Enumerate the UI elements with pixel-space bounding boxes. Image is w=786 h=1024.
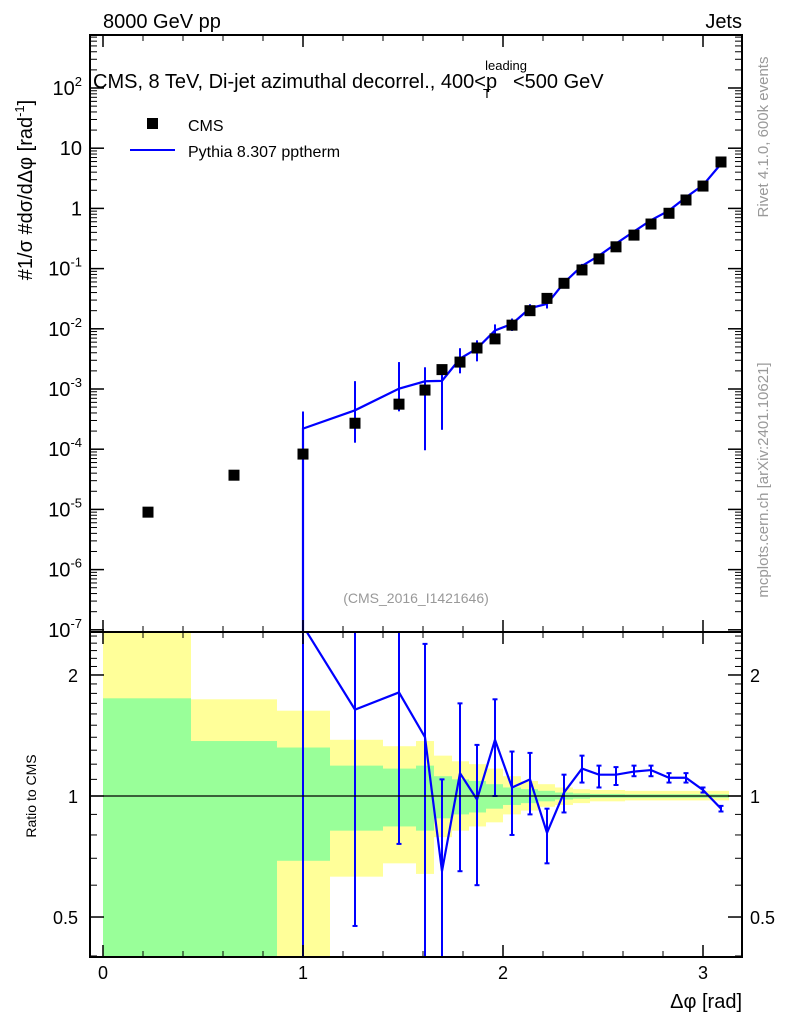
header-process: Jets (705, 11, 742, 33)
cms-data-point (680, 194, 692, 206)
y-tick-label: 10-1 (48, 255, 82, 281)
cms-data-point (645, 218, 657, 230)
cms-data-point (349, 417, 361, 429)
pythia-ratio-line (305, 632, 722, 872)
ratio-y-axis-label: Ratio to CMS (23, 754, 39, 837)
main-panel-marks (142, 156, 727, 632)
legend-cms-marker (147, 118, 158, 129)
stat-uncertainty-band (191, 741, 277, 957)
cms-data-point (471, 342, 483, 354)
legend-cms-label: CMS (188, 118, 224, 135)
cms-data-point (228, 469, 240, 481)
x-tick-label: 2 (498, 963, 508, 983)
ratio-tick-label-right: 1 (750, 787, 760, 807)
ratio-panel-marks (302, 632, 724, 957)
ratio-tick-label-left: 1 (68, 787, 78, 807)
y-tick-label: 10-6 (48, 556, 82, 582)
stat-uncertainty-band (103, 698, 191, 957)
cms-data-point (628, 229, 640, 241)
mcplots-label: mcplots.cern.ch [arXiv:2401.10621] (755, 362, 772, 597)
y-tick-label: 10-5 (48, 495, 82, 521)
header-energy: 8000 GeV pp (103, 11, 221, 33)
y-tick-label: 10-7 (48, 616, 82, 642)
cms-data-point (436, 364, 448, 376)
y-tick-label: 102 (53, 74, 82, 100)
ratio-tick-label-left: 2 (68, 666, 78, 686)
cms-data-point (419, 384, 431, 396)
y-tick-label: 10-2 (48, 315, 82, 341)
y-tick-label: 1 (71, 198, 82, 220)
cms-data-point (541, 292, 553, 304)
x-tick-label: 0 (98, 963, 108, 983)
cms-data-point (489, 333, 501, 345)
y-axis-label: #1/σ #dσ/dΔφ [rad-1] (12, 100, 37, 280)
ratio-tick-label-left: 0.5 (53, 908, 78, 928)
ratio-clip (305, 632, 722, 872)
cms-data-point (576, 264, 588, 276)
cms-data-point (506, 319, 518, 331)
cms-data-point (524, 305, 536, 317)
ratio-tick-label-right: 2 (750, 666, 760, 686)
y-tick-label: 10-3 (48, 375, 82, 401)
cms-data-point (715, 156, 727, 168)
ratio-uncertainty-bands (103, 632, 729, 957)
cms-data-point (697, 180, 709, 192)
cms-data-point (393, 398, 405, 410)
cms-data-point (297, 448, 309, 460)
ratio-tick-label-right: 0.5 (750, 908, 775, 928)
cms-data-point (610, 241, 622, 253)
legend-pythia-label: Pythia 8.307 pptherm (188, 144, 340, 161)
legend: CMS Pythia 8.307 pptherm (130, 118, 340, 161)
cms-data-point (663, 207, 675, 219)
ratio-panel-frame (89, 631, 743, 958)
y-tick-label: 10-4 (48, 435, 82, 461)
cms-data-point (454, 356, 466, 368)
x-tick-label: 1 (298, 963, 308, 983)
x-axis-label: Δφ [rad] (670, 991, 742, 1013)
stat-uncertainty-band (330, 765, 383, 831)
cms-data-point (593, 253, 605, 265)
pythia-line (301, 163, 722, 632)
analysis-id: (CMS_2016_I1421646) (343, 590, 489, 606)
plot-title: CMS, 8 TeV, Di-jet azimuthal decorrel., … (93, 58, 604, 101)
y-tick-label: 10 (60, 138, 82, 160)
cms-data-point (558, 277, 570, 289)
cms-data-point (142, 506, 154, 518)
x-tick-label: 3 (698, 963, 708, 983)
rivet-version-label: Rivet 4.1.0, 600k events (755, 57, 772, 218)
